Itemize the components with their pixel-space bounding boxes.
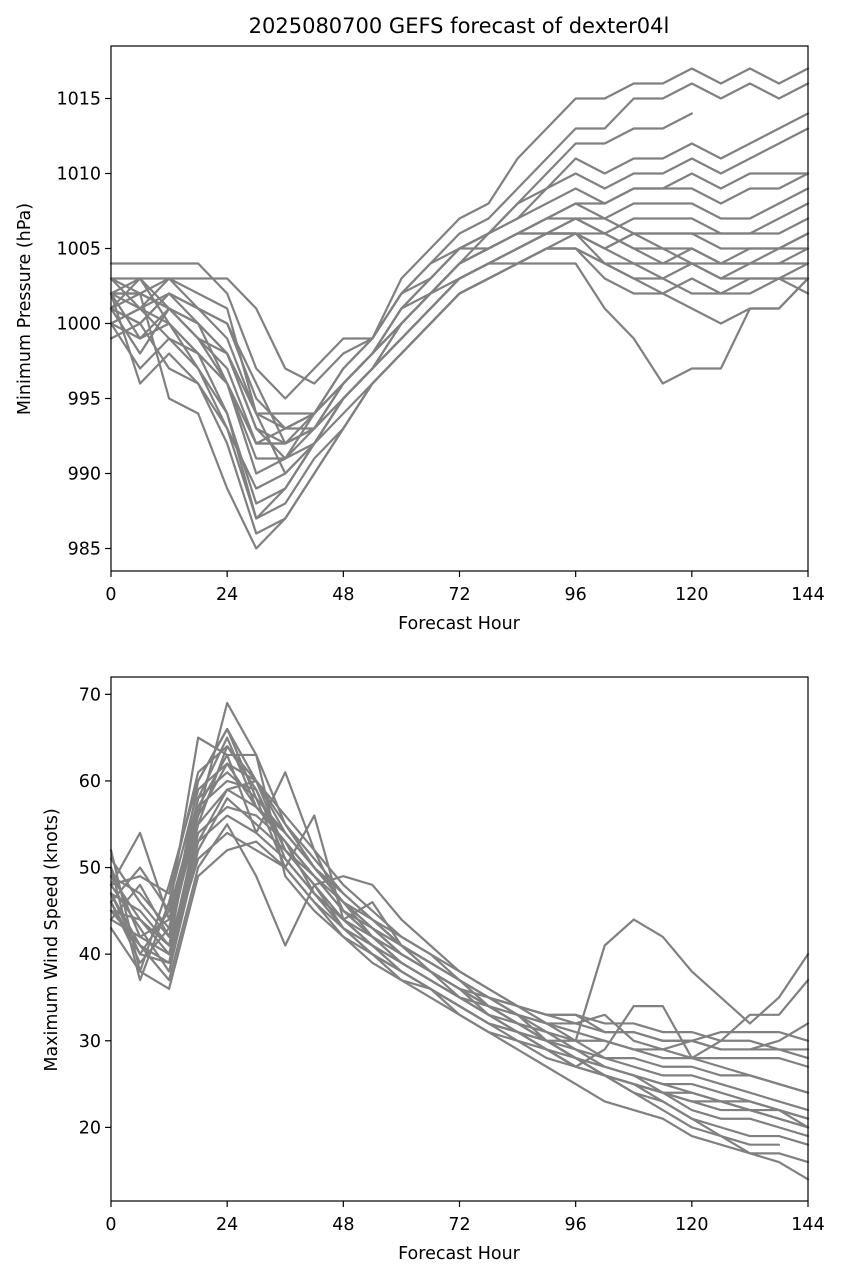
pressure-plot-frame [110,45,809,572]
wind-y-tick-label: 60 [79,772,101,792]
wind-x-tick-label: 96 [565,1215,587,1235]
wind-y-tick-label: 30 [79,1032,101,1052]
pressure-x-tick-label: 48 [332,585,354,605]
wind-y-tick-label: 50 [79,859,101,879]
pressure-y-tick-label: 1005 [56,240,101,260]
pressure-member-line-19 [109,232,810,445]
pressure-x-tick-label: 0 [105,585,116,605]
pressure-series-lines [109,67,810,550]
pressure-member-line-2 [109,82,810,385]
pressure-y-tick-label: 1010 [56,165,101,185]
wind-member-line-19 [109,745,781,1146]
wind-chart: 20 30 40 50 60 70 0 24 48 72 96 120 144 Forecast Ho… [42,676,825,1264]
wind-x-tick-label: 144 [791,1215,824,1235]
wind-y-tick-label: 70 [79,685,101,705]
wind-x-tick-label: 120 [675,1215,708,1235]
wind-y-tick-label: 40 [79,945,101,965]
wind-x-tick-label: 0 [105,1215,116,1235]
pressure-y-ticks: 985 990 995 1000 1005 1010 1015 [56,90,111,560]
wind-member-line-18 [109,753,810,1051]
wind-member-line-10 [109,727,810,1112]
pressure-x-tick-label: 120 [675,585,708,605]
pressure-x-tick-label: 96 [565,585,587,605]
pressure-x-axis-label: Forecast Hour [398,614,521,634]
wind-x-tick-label: 72 [448,1215,470,1235]
pressure-x-tick-label: 72 [448,585,470,605]
wind-x-ticks: 0 24 48 72 96 120 144 [105,1201,825,1235]
pressure-member-line-1 [109,67,810,400]
chart-title: 2025080700 GEFS forecast of dexter04l [249,14,670,38]
pressure-member-line-18 [109,247,810,520]
wind-member-line-11 [109,797,810,1129]
wind-plot-frame [110,676,809,1202]
pressure-y-tick-label: 1000 [56,315,101,335]
pressure-y-axis-label: Minimum Pressure (hPa) [15,203,35,415]
wind-x-axis-label: Forecast Hour [398,1244,521,1264]
pressure-x-tick-label: 144 [791,585,824,605]
wind-y-ticks: 20 30 40 50 60 70 [79,685,111,1138]
wind-series-lines [109,701,810,1181]
pressure-y-tick-label: 985 [68,540,101,560]
pressure-x-tick-label: 24 [216,585,238,605]
pressure-chart: 985 990 995 1000 1005 1010 1015 0 24 48 72 96 120 14… [15,45,825,634]
wind-x-tick-label: 48 [332,1215,354,1235]
wind-member-line-20 [109,779,810,1129]
pressure-x-ticks: 0 24 48 72 96 120 144 [105,571,825,605]
pressure-member-line-20 [109,202,810,415]
wind-x-tick-label: 24 [216,1215,238,1235]
wind-member-line-15 [109,831,810,1164]
pressure-y-tick-label: 1015 [56,90,101,110]
wind-y-tick-label: 20 [79,1118,101,1138]
pressure-y-tick-label: 995 [68,390,101,410]
wind-y-axis-label: Maximum Wind Speed (knots) [42,808,62,1071]
pressure-y-tick-label: 990 [68,465,101,485]
